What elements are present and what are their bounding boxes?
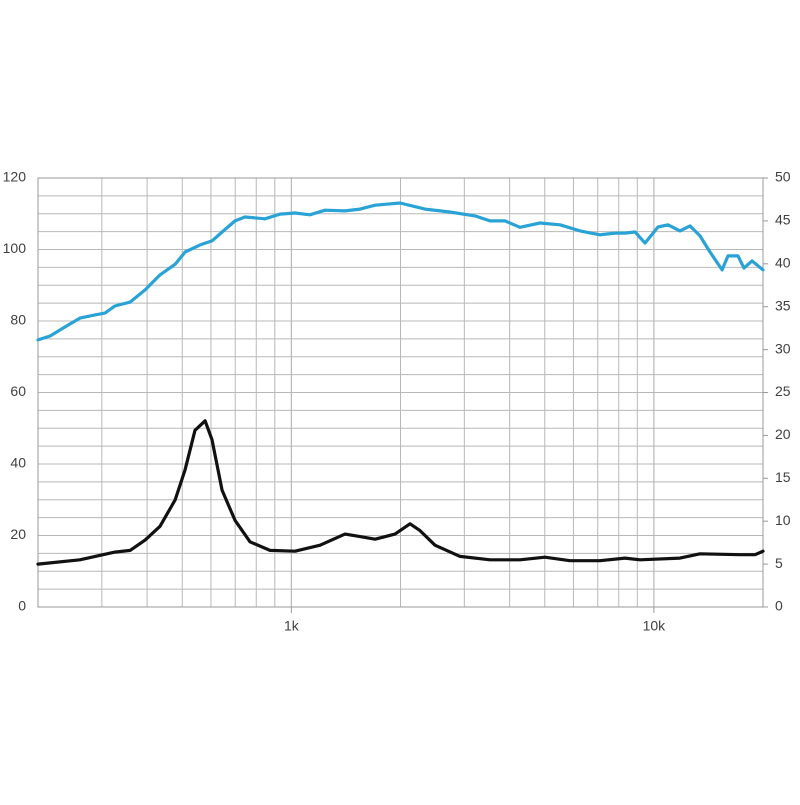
y2-tick-label: 10 (775, 512, 791, 528)
y-tick-label: 120 (3, 169, 27, 185)
y-tick-label: 60 (10, 383, 26, 399)
x-tick-label: 10k (643, 618, 667, 634)
y-tick-label: 20 (10, 526, 26, 542)
y2-tick-label: 20 (775, 426, 791, 442)
y-tick-label: 80 (10, 312, 26, 328)
line-series (36, 201, 765, 342)
y2-tick-label: 40 (775, 255, 791, 271)
y-tick-label: 40 (10, 455, 26, 471)
y2-tick-label: 45 (775, 212, 791, 228)
y2-tick-label: 15 (775, 469, 791, 485)
y2-tick-label: 5 (775, 555, 783, 571)
y2-tick-label: 0 (775, 598, 783, 614)
line-series (36, 419, 765, 566)
x-tick-label: 1k (284, 618, 300, 634)
y-tick-label: 0 (18, 598, 26, 614)
y2-tick-label: 30 (775, 340, 791, 356)
plot-frame (37, 177, 764, 608)
y2-tick-label: 35 (775, 297, 791, 313)
y-tick-label: 100 (3, 240, 27, 256)
y2-tick-label: 25 (775, 383, 791, 399)
y2-tick-label: 50 (775, 169, 791, 185)
